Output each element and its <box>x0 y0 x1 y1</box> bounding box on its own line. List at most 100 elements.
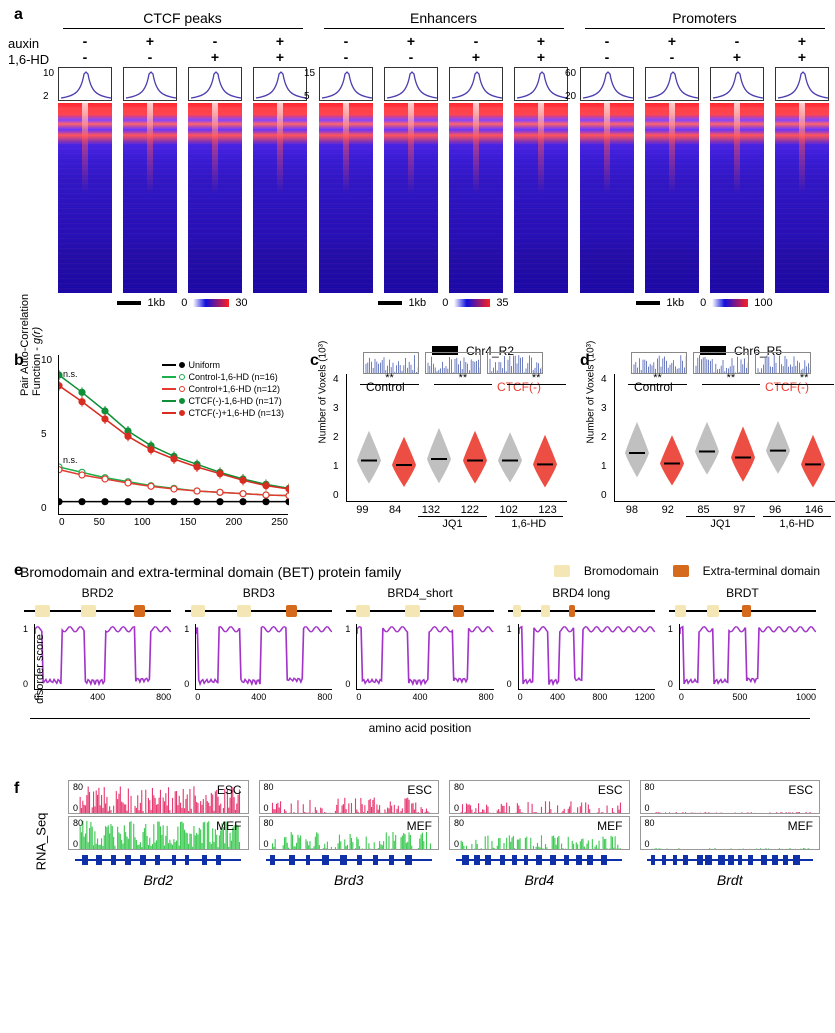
profile-plot <box>449 67 503 101</box>
cond-mark: - <box>125 49 175 65</box>
mini-track <box>755 352 811 374</box>
domain-bar <box>669 602 816 620</box>
heatmap <box>123 103 177 293</box>
cond-mark: - <box>386 49 436 65</box>
rnaseq-track: 800MEF <box>449 816 630 850</box>
panel-e: Bromodomain and extra-terminal domain (B… <box>20 564 820 735</box>
cond-mark: + <box>777 33 827 49</box>
cond-mark: - <box>321 49 371 65</box>
disorder-plot: 10 <box>679 624 816 690</box>
domain-bar <box>24 602 171 620</box>
n-value: 99 <box>356 504 368 516</box>
ns-2: n.s. <box>63 455 78 465</box>
mini-track <box>693 352 749 374</box>
protein-name: BRDT <box>665 586 820 600</box>
domain-bar <box>508 602 655 620</box>
panel-b-ylabel: Pair Auto-CorrelationFunction - g(r) <box>19 293 43 395</box>
mini-track <box>487 352 543 374</box>
violin-area: Number of Voxels (10³)01234****** <box>346 374 567 502</box>
cond-group: 1,6-HD <box>763 516 831 530</box>
cond-group: JQ1 <box>686 516 754 530</box>
gene-model <box>640 852 821 870</box>
group-2: Promoters-+-+--++60201kb0100 <box>575 10 835 309</box>
cond-mark: - <box>60 49 110 65</box>
cond-group: JQ1 <box>418 516 486 530</box>
cond-group <box>614 516 682 530</box>
protein-col: BRD4 long1004008001200 <box>504 586 659 702</box>
rnaseq-track: 800ESC <box>449 780 630 814</box>
n-value: 146 <box>805 504 823 516</box>
cond-group <box>346 516 414 530</box>
cond-mark: + <box>712 49 762 65</box>
rnaseq-track: 800ESC <box>640 780 821 814</box>
protein-name: BRD2 <box>20 586 175 600</box>
rnaseq-track: Range800ESC <box>68 780 249 814</box>
cond-mark: + <box>777 49 827 65</box>
profile-plot <box>253 67 307 101</box>
heatmap <box>580 103 634 293</box>
disorder-plot: disorder score10 <box>34 624 171 690</box>
panel-f-ylabel: RNA_Seq <box>33 813 48 871</box>
n-value: 102 <box>499 504 517 516</box>
panel-a: auxin 1,6-HD CTCF peaks-+-+--++1021kb030… <box>0 10 835 342</box>
legend-text: Bromodomain <box>584 564 659 578</box>
cond-mark: - <box>712 33 762 49</box>
disorder-plot: 10 <box>356 624 493 690</box>
n-value: 84 <box>389 504 401 516</box>
heatmap <box>775 103 829 293</box>
gene-model <box>259 852 440 870</box>
panel-f: RNA_Seq Range800ESCRange800MEFBrd2800ESC… <box>20 780 820 888</box>
cond-mark: - <box>451 33 501 49</box>
gene-col: 800ESC800MEFBrd3 <box>259 780 440 888</box>
profile-plot <box>775 67 829 101</box>
n-value: 92 <box>662 504 674 516</box>
group-title: Promoters <box>585 10 825 29</box>
protein-col: BRD4_short100400800 <box>342 586 497 702</box>
profile-plot <box>514 67 568 101</box>
profile-plot: 6020 <box>580 67 634 101</box>
hd-label: 1,6-HD <box>8 52 49 67</box>
cond-group: 1,6-HD <box>495 516 563 530</box>
ns-1: n.s. <box>63 369 78 379</box>
domain-bar <box>346 602 493 620</box>
group-title: CTCF peaks <box>63 10 303 29</box>
panel-c: Chr4_R2ControlCTCF(-)Number of Voxels (1… <box>312 346 567 551</box>
n-value: 96 <box>769 504 781 516</box>
heatmap <box>514 103 568 293</box>
gene-name: Brd3 <box>259 872 440 888</box>
gene-model <box>449 852 630 870</box>
rnaseq-track: Range800MEF <box>68 816 249 850</box>
cond-mark: - <box>582 49 632 65</box>
violin <box>461 378 489 501</box>
violin <box>496 378 524 501</box>
heatmap <box>710 103 764 293</box>
protein-name: BRD4_short <box>342 586 497 600</box>
n-value: 98 <box>626 504 638 516</box>
violin <box>693 378 721 501</box>
heatmap <box>384 103 438 293</box>
heatmap <box>645 103 699 293</box>
scale-row: 1kb030 <box>53 297 313 309</box>
cond-mark: + <box>125 33 175 49</box>
cond-mark: + <box>451 49 501 65</box>
legend-text: Extra-terminal domain <box>703 564 820 578</box>
cond-mark: - <box>60 33 110 49</box>
cond-mark: + <box>190 49 240 65</box>
violin <box>799 378 827 501</box>
heatmap <box>449 103 503 293</box>
cond-mark: + <box>516 49 566 65</box>
protein-col: BRD2disorder score100400800 <box>20 586 175 702</box>
scale-row: 1kb0100 <box>575 297 835 309</box>
cond-mark: - <box>321 33 371 49</box>
disorder-plot: 10 <box>195 624 332 690</box>
protein-col: BRDT1005001000 <box>665 586 820 702</box>
panel-e-legend: Bromodomain Extra-terminal domain <box>554 564 820 578</box>
panel-d: Chr6_R5ControlCTCF(-)Number of Voxels (1… <box>580 346 835 551</box>
rnaseq-track: 800MEF <box>640 816 821 850</box>
gene-col: 800ESC800MEFBrd4 <box>449 780 630 888</box>
cond-mark: - <box>582 33 632 49</box>
cond-mark: + <box>516 33 566 49</box>
gene-model <box>68 852 249 870</box>
n-value: 123 <box>538 504 556 516</box>
heatmap <box>319 103 373 293</box>
